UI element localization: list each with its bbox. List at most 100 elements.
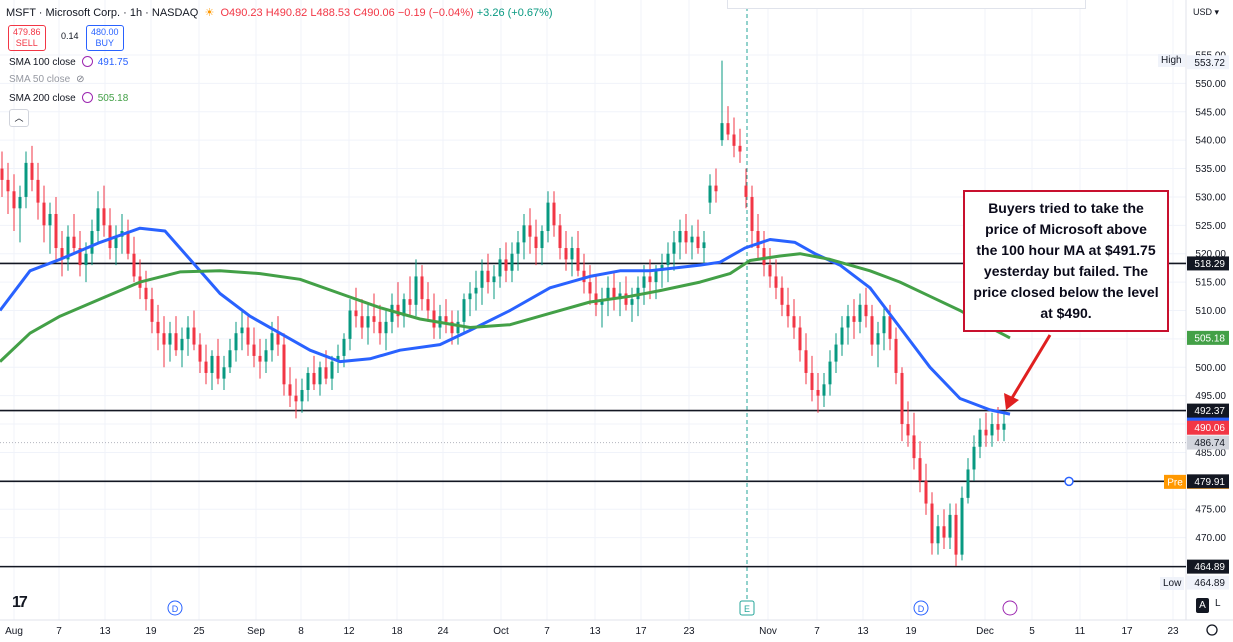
- collapse-legend-button[interactable]: ︿: [9, 109, 29, 127]
- x-tick-label: Nov: [759, 626, 777, 637]
- candle-body: [408, 299, 412, 305]
- top-toolbar-box: [727, 0, 1086, 9]
- x-tick-label: 23: [1167, 626, 1179, 637]
- buy-price: 480.00: [91, 27, 119, 37]
- x-tick-label: 19: [905, 626, 917, 637]
- candle-body: [708, 185, 712, 203]
- candle-body: [318, 367, 322, 385]
- y-tick-label: 545.00: [1195, 107, 1226, 118]
- candle-body: [774, 276, 778, 288]
- price-tag-text: 505.18: [1194, 333, 1225, 344]
- y-tick-label: 540.00: [1195, 136, 1226, 147]
- candle-body: [780, 287, 784, 305]
- x-tick-label: Dec: [976, 626, 994, 637]
- candle-body: [744, 185, 748, 197]
- candle-body: [1002, 423, 1006, 430]
- candle-body: [132, 253, 136, 277]
- candle-body: [174, 333, 178, 351]
- candle-body: [726, 123, 730, 135]
- candle-body: [816, 389, 820, 396]
- change-value: −0.19 (−0.04%): [397, 7, 474, 19]
- candle-body: [666, 253, 670, 266]
- hidden-eye-icon[interactable]: ⊘: [76, 74, 85, 85]
- candle-body: [6, 179, 10, 192]
- candle-body: [456, 321, 460, 334]
- sell-label: SELL: [15, 38, 38, 48]
- x-tick-label: 8: [298, 626, 304, 637]
- y-tick-label: 485.00: [1195, 448, 1226, 459]
- x-tick-label: 12: [343, 626, 355, 637]
- sma50-legend[interactable]: SMA 50 close ⊘: [9, 74, 90, 85]
- candle-body: [546, 202, 550, 232]
- sma100-value: 491.75: [97, 57, 129, 68]
- high-value: H490.82: [265, 7, 308, 19]
- buy-button[interactable]: 480.00 BUY: [86, 25, 124, 51]
- candle-body: [48, 213, 52, 226]
- candle-body: [534, 236, 538, 249]
- candle-body: [858, 304, 862, 322]
- x-tick-label: 18: [391, 626, 403, 637]
- x-tick-label: 11: [1075, 626, 1086, 637]
- event-marker-label: D: [918, 604, 925, 614]
- x-tick-label: Sep: [247, 626, 265, 637]
- candle-body: [948, 514, 952, 538]
- candle-body: [702, 242, 706, 249]
- candle-body: [126, 231, 130, 254]
- candle-body: [24, 162, 28, 197]
- arrow-head: [1004, 393, 1019, 410]
- candle-body: [60, 248, 64, 260]
- candle-body: [684, 231, 688, 243]
- candle-body: [288, 384, 292, 396]
- candle-body: [720, 123, 724, 141]
- y-tick-label: 475.00: [1195, 505, 1226, 516]
- candle-body: [36, 179, 40, 203]
- candle-body: [672, 242, 676, 254]
- settings-icon[interactable]: [81, 92, 93, 103]
- candle-body: [900, 372, 904, 425]
- sma100-legend[interactable]: SMA 100 close 491.75: [9, 56, 128, 68]
- split-marker: [1002, 600, 1018, 616]
- candle-body: [390, 304, 394, 322]
- candle-body: [870, 316, 874, 345]
- candle-body: [630, 299, 634, 305]
- annotation-box: Buyers tried to take the price of Micros…: [963, 190, 1169, 332]
- candle-body: [468, 293, 472, 300]
- candle-body: [30, 162, 34, 180]
- candle-body: [732, 134, 736, 146]
- price-tag: [1187, 55, 1229, 70]
- candle-body: [834, 344, 838, 362]
- candle-body: [792, 316, 796, 328]
- currency-label: USD: [1193, 7, 1213, 17]
- currency-selector[interactable]: USD ▾: [1193, 7, 1220, 17]
- event-marker-label: D: [172, 604, 179, 614]
- candle-body: [462, 299, 466, 322]
- event-marker-label: E: [744, 604, 750, 614]
- candlestick-series: [0, 60, 1006, 566]
- x-tick-label: 5: [1029, 626, 1035, 637]
- candle-body: [258, 355, 262, 362]
- sell-button[interactable]: 479.86 SELL: [8, 25, 46, 51]
- candle-body: [678, 231, 682, 243]
- candle-body: [864, 304, 868, 317]
- candle-body: [444, 316, 448, 322]
- candle-body: [342, 338, 346, 356]
- candle-body: [648, 276, 652, 283]
- price-tag-text: 518.29: [1194, 259, 1225, 270]
- candle-body: [492, 276, 496, 283]
- candle-body: [222, 367, 226, 379]
- x-tick-label: 17: [1121, 626, 1133, 637]
- buy-label: BUY: [95, 38, 115, 48]
- sma200-legend[interactable]: SMA 200 close 505.18: [9, 92, 128, 104]
- candle-body: [18, 196, 22, 209]
- candle-body: [402, 299, 406, 317]
- log-scale-button[interactable]: L: [1215, 598, 1221, 609]
- candle-body: [522, 225, 526, 243]
- settings-icon[interactable]: [81, 56, 93, 67]
- candle-body: [312, 372, 316, 385]
- price-labels: 553.72505.18491.75490.06486.74479.82Pre4…: [1164, 55, 1229, 590]
- candle-body: [42, 202, 46, 226]
- pre-market-label: Pre: [1167, 477, 1183, 488]
- candle-body: [12, 191, 16, 209]
- auto-scale-button[interactable]: A: [1196, 598, 1209, 613]
